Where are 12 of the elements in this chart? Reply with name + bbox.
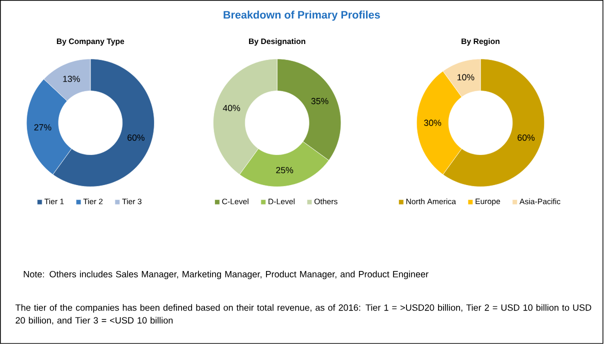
- data-label: 30%: [424, 120, 442, 126]
- data-label: 27%: [34, 124, 52, 130]
- data-label: 13%: [63, 76, 80, 82]
- data-label: 40%: [222, 104, 240, 112]
- data-label: 35%: [311, 98, 328, 104]
- data-label: 10%: [458, 74, 474, 80]
- data-label: 25%: [276, 167, 294, 174]
- text: Note: Others includes Sales Manager, Marketing Manager, Product Manager, and Product Engineer: [24, 270, 428, 280]
- text: Breakdown of Primary Profiles: [224, 10, 380, 21]
- text: The tier of the companies has been defined based on their total revenue, as of 2016: Tier 1 = >USD20 billion, Tier 2 = USD 10 billion to USD 20 billion, and Tier 3 = <USD 10 billion: [15, 304, 592, 325]
- data-label: 60%: [128, 134, 144, 141]
- data-label: 60%: [518, 134, 535, 141]
